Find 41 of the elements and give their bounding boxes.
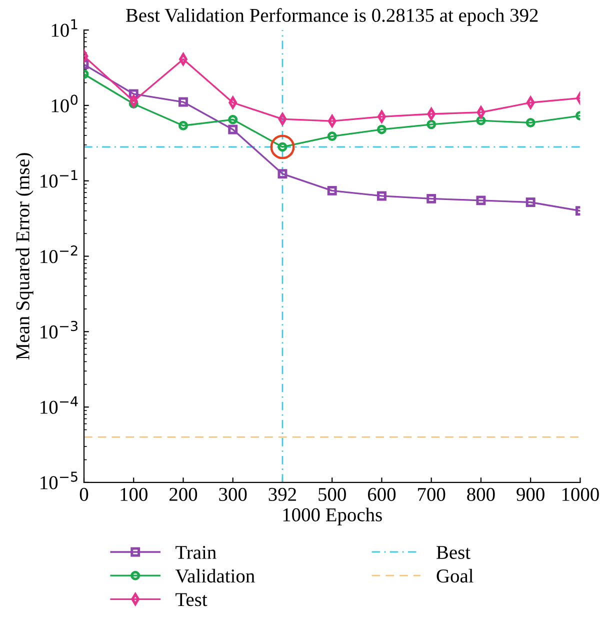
x-tick-label: 800 xyxy=(467,488,495,501)
y-tick-label: 10$^{−5}$ xyxy=(40,472,78,490)
point xyxy=(228,124,238,134)
point xyxy=(476,196,486,206)
legend-label: Validation xyxy=(175,568,255,583)
x-axis-title: 1000 Epochs xyxy=(283,508,382,526)
point xyxy=(426,194,436,204)
y-tick-label: 10$^{−4}$ xyxy=(40,396,78,414)
x-tick-label: 900 xyxy=(516,488,544,501)
chart-title: Best Validation Performance is 0.28135 at epoch 392 xyxy=(126,8,538,26)
x-tick-label: 1000 xyxy=(562,488,599,501)
x-tick-label: 500 xyxy=(318,488,346,501)
point xyxy=(178,97,188,107)
point xyxy=(327,132,337,141)
point xyxy=(476,106,486,118)
x-tick-label: 100 xyxy=(120,488,148,501)
point xyxy=(278,169,288,179)
point xyxy=(178,120,188,130)
x-tick-label: 700 xyxy=(418,488,446,501)
y-tick-label: 10$^{0}$ xyxy=(52,94,78,112)
x-tick-label: 392 xyxy=(268,488,296,501)
y-tick-label: 10$^{−3}$ xyxy=(40,320,78,339)
legend-label: Best xyxy=(436,546,470,559)
legend-label: Test xyxy=(176,593,208,606)
point xyxy=(376,124,386,134)
y-tick-label: 10$^{−2}$ xyxy=(40,245,78,264)
point xyxy=(526,118,536,128)
y-tick-label: 10$^{1}$ xyxy=(52,19,78,37)
point xyxy=(327,186,337,196)
legend-label: Goal xyxy=(436,568,474,583)
x-tick-label: 300 xyxy=(219,488,247,501)
point xyxy=(376,191,386,201)
y-tick-label: 10$^{−1}$ xyxy=(40,170,78,188)
x-tick-label: 600 xyxy=(368,488,396,501)
y-axis-title: Mean Squared Error (mse) xyxy=(16,153,34,360)
point xyxy=(526,198,536,207)
point xyxy=(228,114,238,124)
x-tick-label: 200 xyxy=(170,488,198,501)
legend-label: Train xyxy=(176,546,216,559)
point xyxy=(426,120,436,130)
x-tick-label: 0 xyxy=(80,488,88,501)
